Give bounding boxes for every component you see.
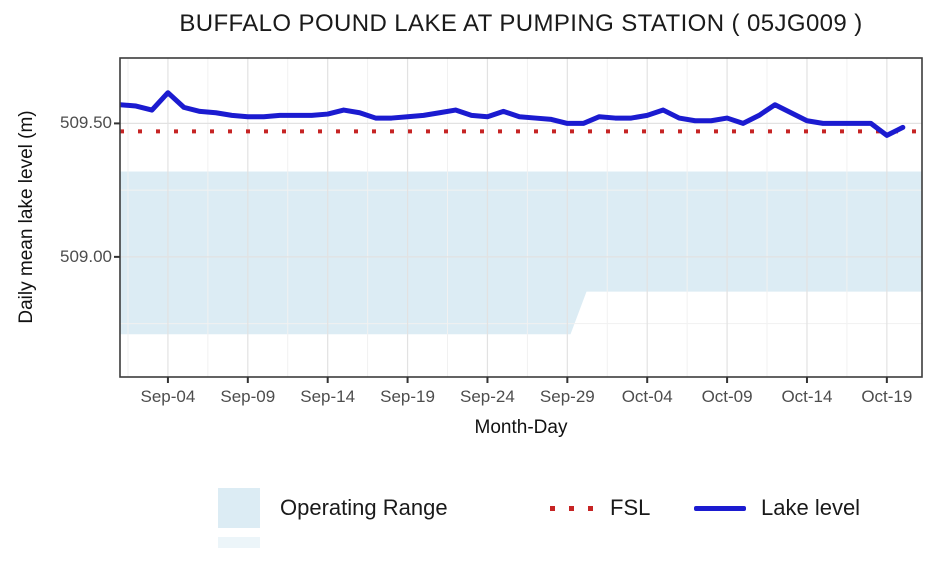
x-tick-label: Sep-24 [460, 387, 515, 406]
operating-range-swatch-partial [218, 537, 260, 548]
operating-range-band [120, 171, 922, 335]
x-tick-label: Sep-04 [140, 387, 196, 406]
lake-level-line-icon [694, 505, 746, 511]
chart-title: BUFFALO POUND LAKE AT PUMPING STATION ( … [179, 10, 863, 37]
fsl-legend-dot [569, 505, 574, 511]
x-tick-label: Sep-29 [539, 387, 595, 406]
fsl-legend-dot [588, 505, 593, 511]
legend-item-operating-range: Operating Range [218, 486, 448, 530]
x-tick-label: Oct-14 [781, 387, 833, 406]
fsl-label: FSL [610, 495, 651, 520]
legend-item-fsl: FSL [550, 486, 650, 530]
x-axis-title: Month-Day [474, 417, 568, 438]
lake-level-line [120, 90, 906, 138]
legend: Operating Range FSL Lake level [0, 486, 936, 546]
lake-level-label: Lake level [761, 495, 861, 520]
x-tick-label: Oct-19 [861, 387, 913, 406]
y-axis-title: Daily mean lake level (m) [16, 110, 37, 324]
x-tick-label: Oct-09 [701, 387, 753, 406]
operating-range-swatch-icon [218, 488, 260, 528]
x-tick-label: Oct-04 [621, 387, 673, 406]
x-tick-label: Sep-19 [380, 387, 435, 406]
operating-range-label: Operating Range [280, 495, 448, 520]
y-tick-label: 509.50 [60, 113, 112, 133]
legend-item-lake-level: Lake level [694, 486, 860, 530]
chart-panel [114, 57, 923, 383]
panel-border [119, 57, 923, 378]
y-tick-label: 509.00 [60, 246, 112, 266]
fsl-dotted-line-icon [550, 505, 593, 511]
x-tick-label: Sep-14 [300, 387, 356, 406]
x-tick-label: Sep-09 [220, 387, 276, 406]
fsl-legend-dot [550, 505, 555, 511]
